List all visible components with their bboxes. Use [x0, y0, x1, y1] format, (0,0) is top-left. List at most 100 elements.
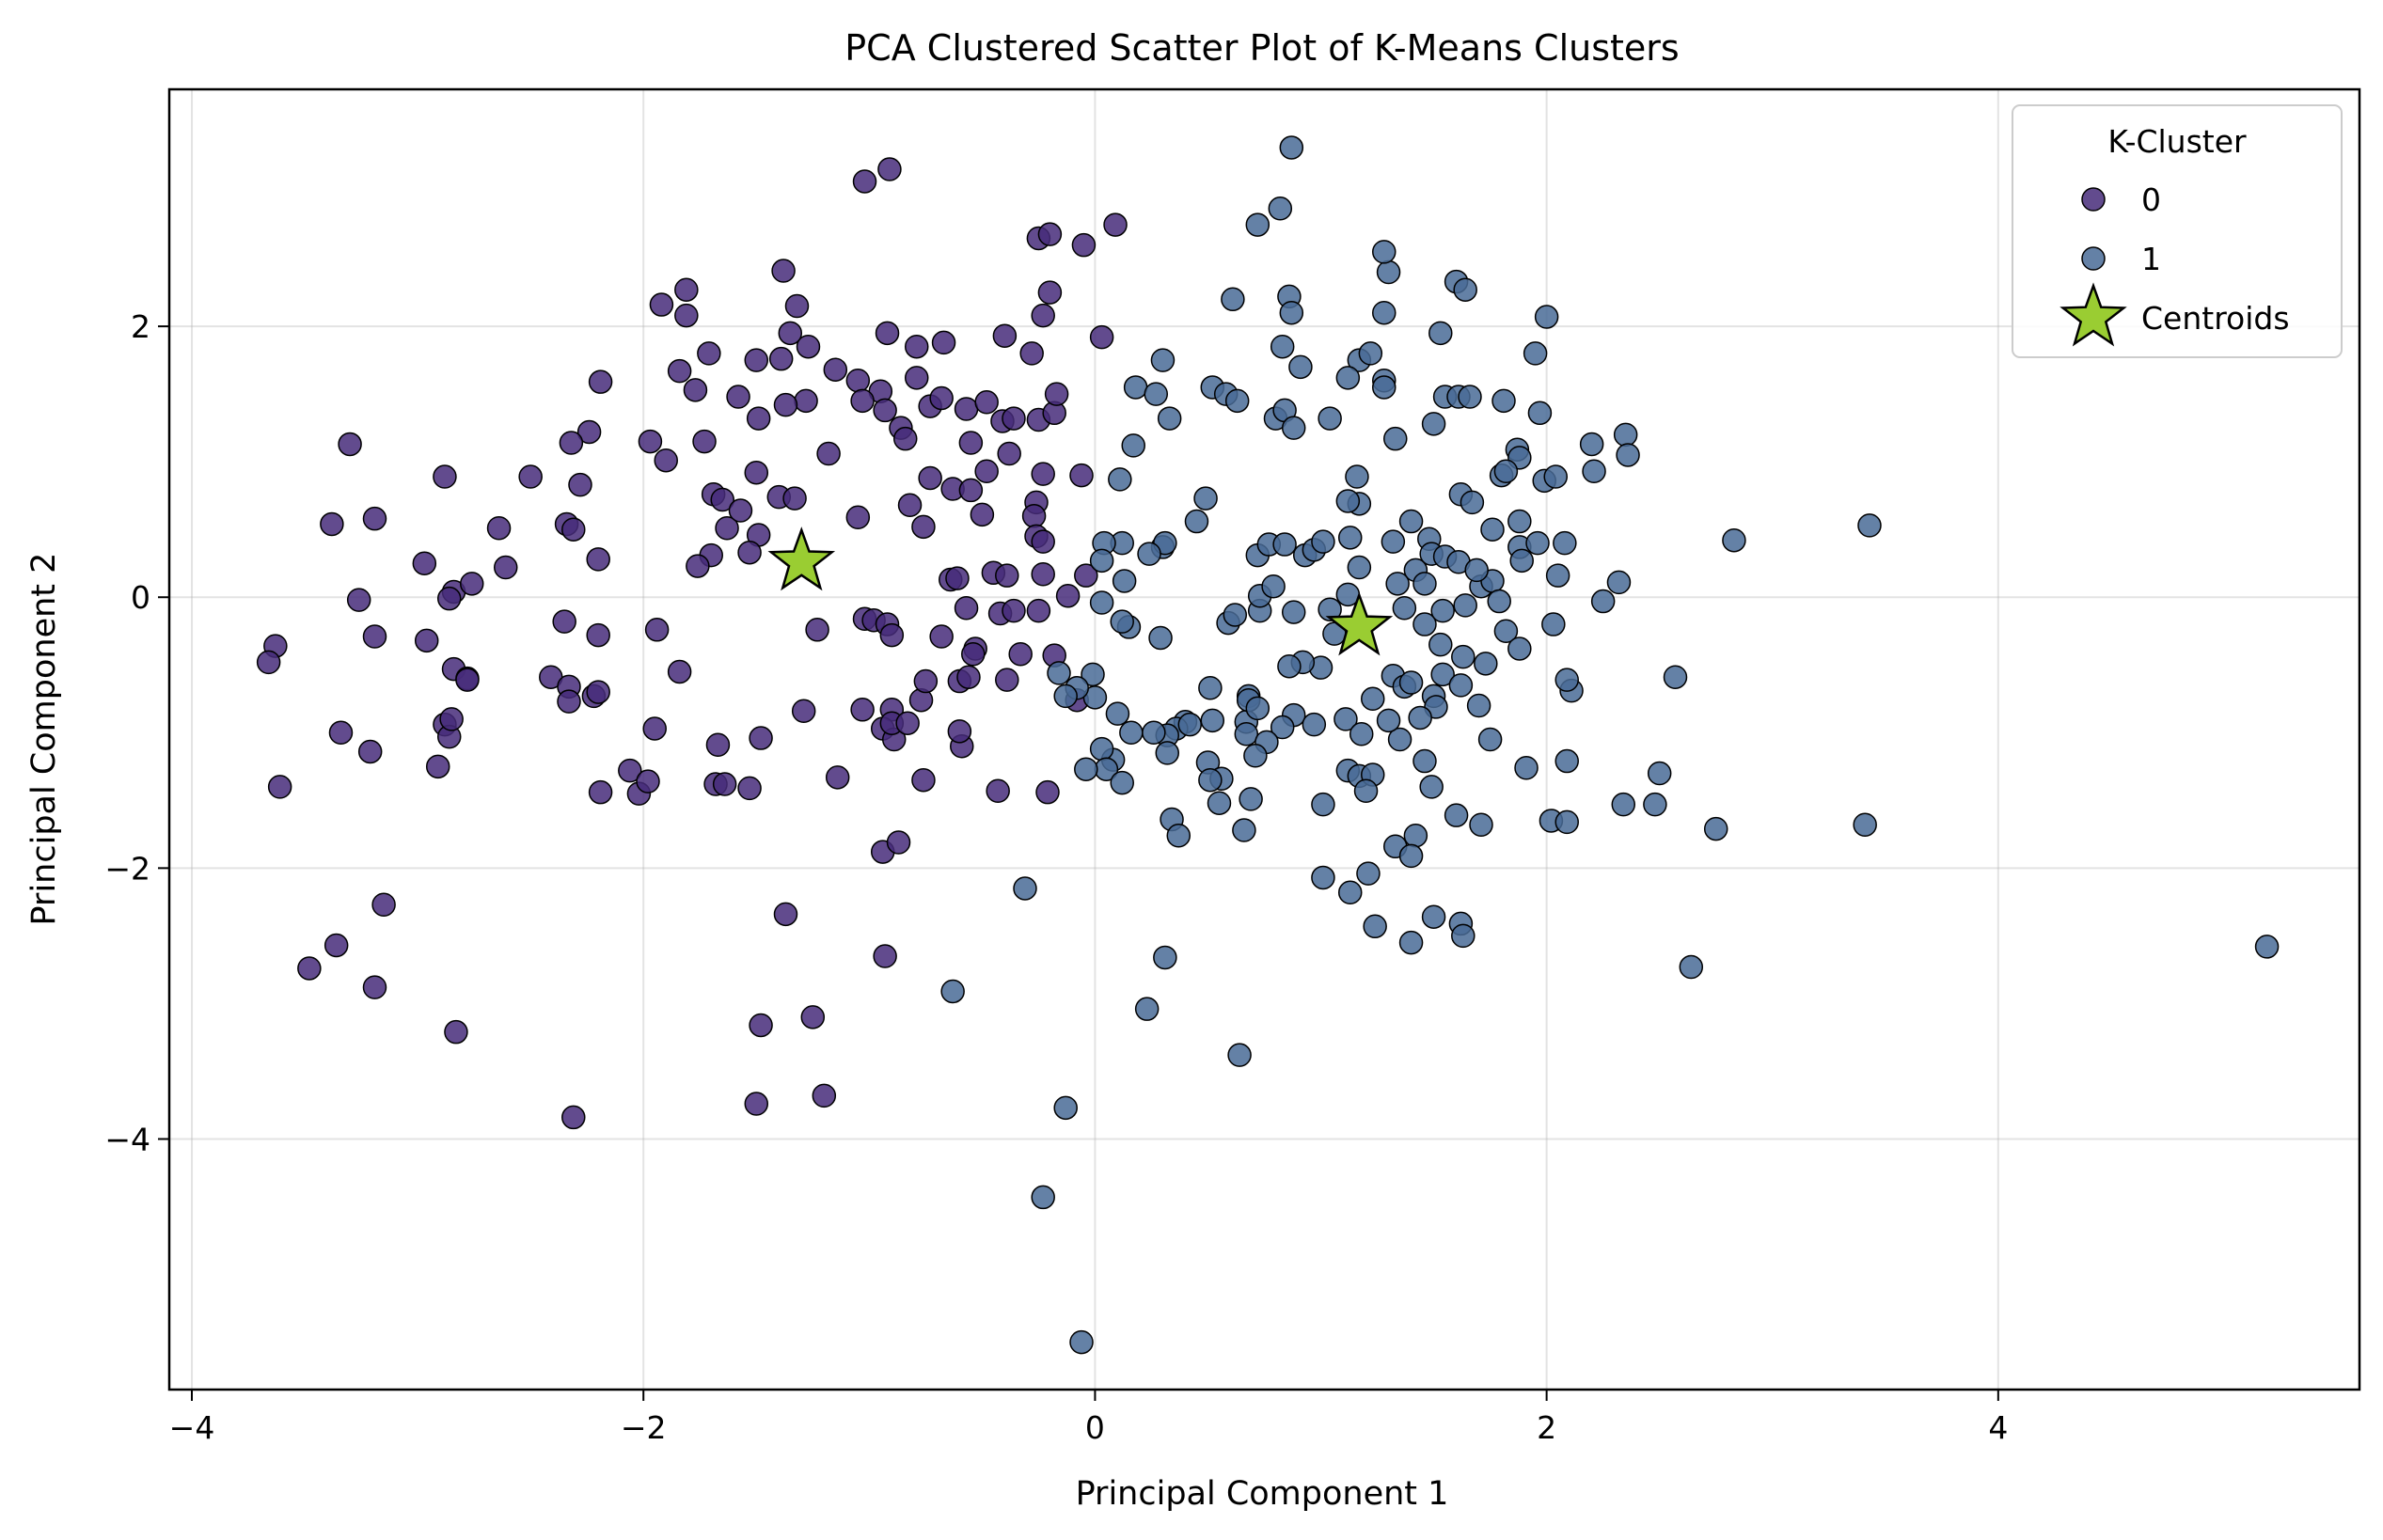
cluster-1-point	[1412, 612, 1437, 636]
cluster-1-point	[1606, 570, 1632, 595]
cluster-1-point	[1643, 792, 1667, 817]
cluster-1-point	[1349, 721, 1374, 746]
cluster-0-point	[796, 334, 821, 359]
centroid-star	[1325, 591, 1394, 656]
cluster-1-point	[1398, 930, 1424, 955]
cluster-0-point	[586, 547, 610, 572]
cluster-0-point	[425, 754, 450, 779]
x-tick-label: 4	[1988, 1409, 2008, 1446]
cluster-1-point	[1318, 597, 1342, 621]
cluster-1-point	[1207, 791, 1232, 815]
cluster-1-point	[1227, 1043, 1252, 1067]
cluster-1-point	[1611, 792, 1636, 817]
cluster-1-point	[1613, 422, 1638, 448]
cluster-0-point	[812, 1083, 837, 1108]
cluster-0-point	[1055, 584, 1081, 608]
y-tick-label: −4	[104, 1121, 150, 1157]
legend-marker-cluster-1	[2081, 246, 2106, 271]
cluster-0-point	[444, 1019, 468, 1045]
cluster-1-point	[1148, 625, 1173, 651]
cluster-1-point	[1360, 686, 1385, 712]
cluster-0-point	[904, 366, 929, 390]
cluster-0-point	[877, 157, 902, 181]
cluster-1-point	[1372, 375, 1397, 400]
cluster-1-point	[1491, 388, 1516, 414]
cluster-1-point	[1554, 668, 1579, 692]
cluster-1-point	[1112, 569, 1137, 593]
cluster-1-point	[1545, 563, 1570, 588]
data-points	[256, 135, 2280, 1355]
cluster-0-point	[945, 566, 970, 590]
cluster-1-point	[1398, 843, 1424, 869]
cluster-1-point	[1590, 589, 1616, 614]
cluster-1-point	[1428, 632, 1453, 657]
cluster-1-point	[1142, 720, 1166, 746]
cluster-0-point	[845, 368, 871, 393]
cluster-0-point	[947, 719, 972, 744]
cluster-1-point	[1232, 818, 1256, 842]
cluster-0-point	[778, 321, 803, 346]
cluster-1-point	[1134, 997, 1160, 1021]
cluster-0-point	[667, 358, 692, 384]
cluster-0-point	[728, 498, 753, 523]
cluster-1-point	[1105, 701, 1130, 726]
cluster-0-point	[297, 956, 322, 981]
cluster-1-point	[1372, 240, 1397, 264]
cluster-1-point	[1353, 778, 1379, 803]
cluster-1-point	[1466, 693, 1491, 718]
cluster-1-point	[1412, 572, 1437, 596]
cluster-1-point	[1234, 721, 1259, 746]
cluster-1-point	[1345, 464, 1369, 489]
cluster-1-point	[1166, 824, 1192, 848]
cluster-1-point	[1477, 727, 1503, 752]
cluster-1-point	[1198, 767, 1223, 793]
cluster-1-point	[1543, 464, 1568, 489]
cluster-0-point	[674, 277, 699, 302]
cluster-1-point	[1245, 696, 1270, 721]
cluster-0-point	[823, 357, 848, 382]
cluster-1-point	[1270, 334, 1295, 359]
cluster-1-point	[1421, 412, 1446, 436]
cluster-0-point	[552, 609, 576, 634]
cluster-1-point	[1110, 770, 1134, 795]
cluster-1-point	[1383, 426, 1408, 451]
cluster-1-point	[1523, 341, 1548, 366]
cluster-0-point	[1026, 598, 1051, 623]
cluster-1-point	[1507, 509, 1532, 534]
cluster-1-point	[1464, 558, 1489, 583]
cluster-1-point	[1177, 712, 1203, 737]
legend-label-centroids: Centroids	[2141, 300, 2290, 337]
cluster-0-point	[913, 668, 939, 694]
cluster-0-point	[995, 563, 1019, 588]
cluster-0-point	[850, 698, 875, 722]
cluster-1-point	[1460, 490, 1485, 515]
cluster-0-point	[686, 554, 710, 578]
cluster-0-point	[897, 493, 923, 518]
cluster-0-point	[705, 732, 731, 758]
cluster-1-point	[1507, 636, 1532, 661]
cluster-0-point	[852, 169, 877, 194]
cluster-1-point	[1053, 1095, 1078, 1121]
cluster-1-point	[1403, 824, 1428, 848]
cluster-1-point	[1261, 574, 1286, 599]
cluster-1-point	[1663, 665, 1688, 689]
cluster-1-point	[1525, 530, 1550, 556]
cluster-0-point	[586, 680, 610, 704]
cluster-1-point	[1089, 736, 1114, 762]
cluster-0-point	[749, 1013, 773, 1038]
cluster-1-point	[1334, 707, 1358, 731]
cluster-0-point	[1074, 563, 1098, 588]
x-axis-label: Principal Component 1	[1076, 1475, 1449, 1513]
cluster-1-point	[1554, 748, 1579, 774]
cluster-0-point	[588, 369, 613, 394]
cluster-0-point	[1031, 529, 1055, 554]
cluster-0-point	[346, 588, 371, 612]
cluster-1-point	[1200, 708, 1225, 733]
cluster-0-point	[1035, 779, 1060, 805]
cluster-0-point	[954, 397, 979, 421]
cluster-0-point	[636, 769, 660, 794]
cluster-0-point	[997, 441, 1021, 466]
cluster-1-point	[1480, 517, 1505, 542]
cluster-0-point	[362, 975, 387, 999]
cluster-0-point	[773, 392, 798, 417]
